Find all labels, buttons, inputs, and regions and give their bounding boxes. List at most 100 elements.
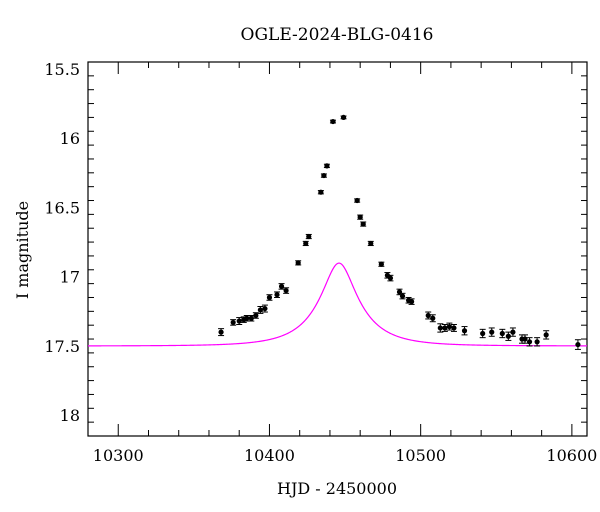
data-point xyxy=(367,240,374,247)
data-point xyxy=(329,118,336,125)
x-tick-label: 10400 xyxy=(244,446,295,465)
data-marker xyxy=(330,118,336,125)
data-point xyxy=(526,337,533,347)
data-marker xyxy=(218,329,224,335)
data-marker xyxy=(442,325,448,331)
data-point xyxy=(534,337,541,347)
x-axis-label: HJD - 2450000 xyxy=(277,479,397,498)
data-marker xyxy=(399,293,406,299)
data-point xyxy=(357,214,364,220)
data-marker xyxy=(236,318,242,324)
data-point xyxy=(450,323,457,332)
data-marker xyxy=(357,214,363,220)
data-marker xyxy=(248,315,254,321)
data-point xyxy=(479,328,486,339)
data-marker xyxy=(489,329,495,335)
data-marker xyxy=(543,332,549,338)
data-point xyxy=(425,311,432,320)
data-point xyxy=(257,305,264,314)
data-point xyxy=(354,197,361,204)
data-marker xyxy=(324,163,330,169)
y-tick-label: 16 xyxy=(60,129,80,148)
data-marker xyxy=(360,221,366,227)
data-point xyxy=(218,328,225,337)
data-point xyxy=(446,322,453,331)
data-point xyxy=(323,163,330,169)
data-marker xyxy=(262,305,268,312)
data-point xyxy=(574,339,581,350)
data-marker xyxy=(283,287,289,294)
data-point xyxy=(283,287,290,294)
data-marker xyxy=(303,240,309,247)
data-marker xyxy=(244,315,250,321)
data-point xyxy=(509,327,516,337)
model-curve xyxy=(88,262,587,347)
data-marker xyxy=(425,312,431,319)
data-point xyxy=(499,328,506,339)
data-point xyxy=(261,304,268,313)
data-point xyxy=(399,292,406,300)
y-tick-label: 16.5 xyxy=(44,198,80,217)
data-point xyxy=(522,334,529,344)
data-point xyxy=(488,327,495,337)
data-marker xyxy=(575,341,581,348)
data-point xyxy=(429,314,436,323)
data-point xyxy=(360,221,367,227)
data-marker xyxy=(230,319,236,326)
data-marker xyxy=(408,299,415,305)
data-marker xyxy=(321,172,327,179)
data-point xyxy=(461,326,468,336)
data-marker xyxy=(354,197,360,204)
y-axis-label: I magnitude xyxy=(13,201,32,299)
data-marker xyxy=(437,325,443,331)
data-marker xyxy=(378,261,384,267)
data-marker xyxy=(480,330,486,337)
x-tick-label: 10600 xyxy=(546,446,597,465)
data-point xyxy=(317,189,324,195)
data-marker xyxy=(387,275,394,281)
data-point xyxy=(302,240,309,247)
data-point xyxy=(437,323,444,333)
data-marker xyxy=(340,114,347,121)
data-point xyxy=(340,114,347,121)
data-marker xyxy=(278,283,285,289)
data-point xyxy=(236,317,243,325)
data-point xyxy=(252,312,259,319)
data-point xyxy=(441,323,448,332)
data-marker xyxy=(274,292,280,298)
x-axis: 10300 10400 10500 10600 xyxy=(87,62,597,465)
plot-frame xyxy=(87,61,588,437)
data-marker xyxy=(257,307,263,313)
data-point xyxy=(378,261,385,267)
data-marker xyxy=(451,325,457,331)
data-marker xyxy=(306,233,312,240)
data-marker xyxy=(534,339,540,345)
data-point xyxy=(278,283,285,290)
data-marker xyxy=(461,328,468,334)
data-point xyxy=(230,319,237,326)
y-tick-label: 15.5 xyxy=(44,60,80,79)
data-marker xyxy=(505,333,511,339)
plot-area xyxy=(87,61,588,437)
y-tick-label: 17.5 xyxy=(44,337,80,356)
y-tick-label: 18 xyxy=(60,406,80,425)
data-point xyxy=(320,172,327,179)
data-marker xyxy=(318,189,324,195)
data-marker xyxy=(522,336,528,342)
data-point xyxy=(274,291,281,298)
data-marker xyxy=(430,315,436,321)
y-axis: 15.5 16 16.5 17 17.5 18 xyxy=(44,60,587,437)
data-point xyxy=(543,330,550,340)
data-point xyxy=(305,233,312,240)
data-point xyxy=(408,298,415,305)
data-point xyxy=(387,274,394,282)
data-point xyxy=(266,294,273,301)
y-tick-label: 17 xyxy=(60,268,80,287)
data-marker xyxy=(510,329,516,335)
data-marker xyxy=(266,294,273,301)
chart-title: OGLE-2024-BLG-0416 xyxy=(241,25,434,45)
x-tick-label: 10500 xyxy=(395,446,446,465)
data-marker xyxy=(253,312,259,319)
x-tick-label: 10300 xyxy=(93,446,144,465)
